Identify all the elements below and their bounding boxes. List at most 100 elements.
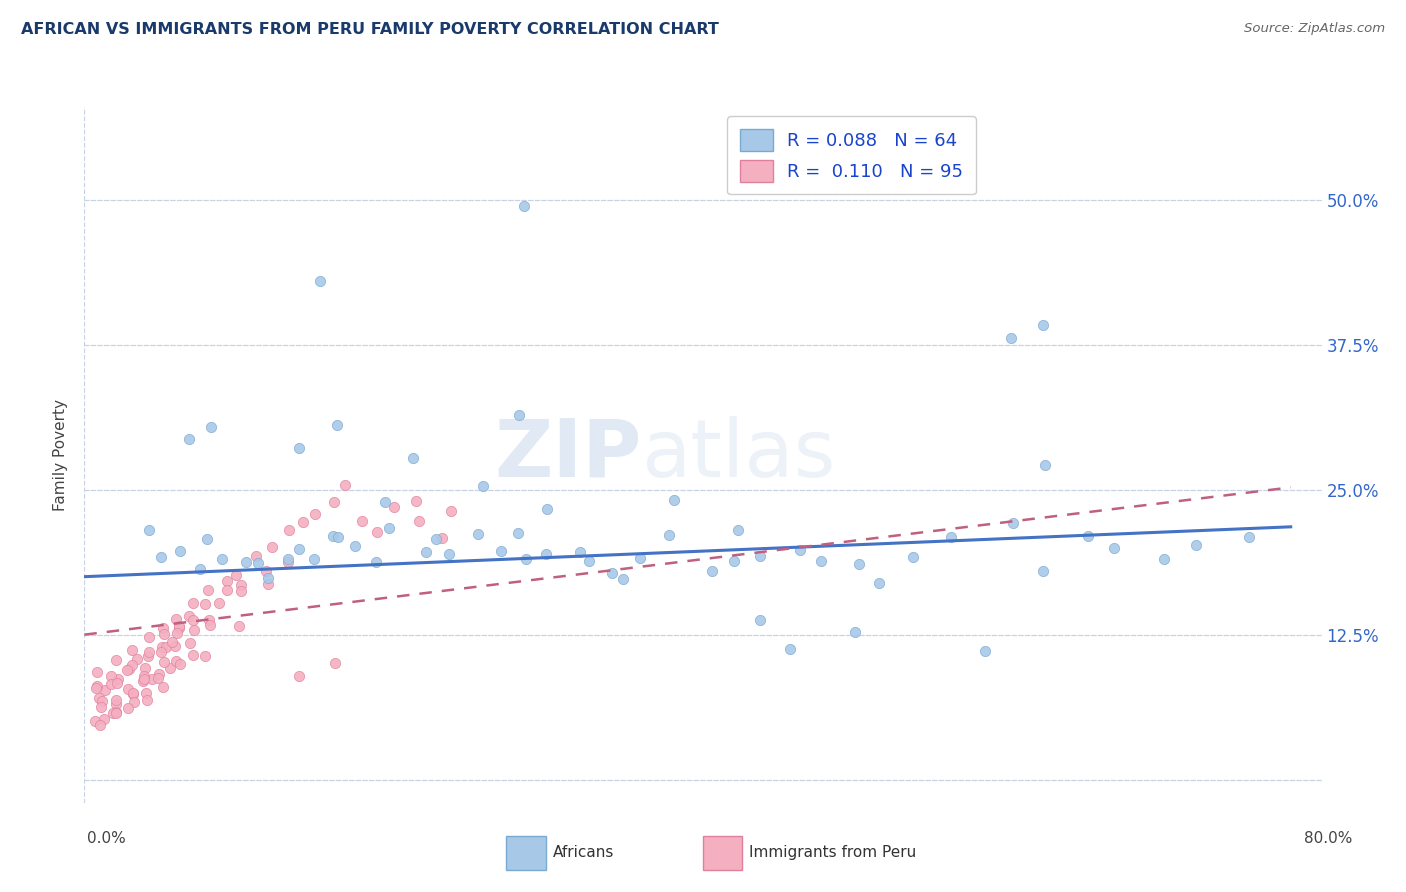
Point <box>179 432 201 446</box>
Point <box>197 583 219 598</box>
Point <box>148 667 170 681</box>
Point <box>1237 530 1260 544</box>
Point <box>328 530 350 544</box>
Point <box>198 614 221 628</box>
Point <box>183 623 205 637</box>
Point <box>245 549 267 564</box>
Point <box>506 526 529 541</box>
Point <box>1077 528 1099 542</box>
Text: Source: ZipAtlas.com: Source: ZipAtlas.com <box>1244 22 1385 36</box>
Point <box>235 555 257 569</box>
Point <box>578 554 600 568</box>
Point <box>169 621 191 635</box>
Point <box>211 552 233 566</box>
Text: ZIP: ZIP <box>494 416 641 494</box>
Point <box>198 617 221 632</box>
Point <box>83 714 105 728</box>
Point <box>107 672 129 686</box>
Point <box>115 664 138 678</box>
Point <box>333 477 356 491</box>
Point <box>153 627 176 641</box>
Point <box>90 700 112 714</box>
Point <box>136 693 159 707</box>
Point <box>628 550 651 565</box>
Point <box>260 540 283 554</box>
Point <box>309 274 332 288</box>
Point <box>200 420 222 434</box>
Point <box>1102 541 1125 555</box>
Point <box>87 691 110 706</box>
Point <box>534 547 557 561</box>
Point <box>169 544 191 558</box>
Point <box>152 621 174 635</box>
Point <box>228 619 250 633</box>
Point <box>325 418 347 433</box>
Point <box>229 583 252 598</box>
Point <box>162 635 184 649</box>
Point <box>152 680 174 694</box>
Point <box>121 643 143 657</box>
Point <box>304 507 326 521</box>
Point <box>132 673 155 688</box>
Point <box>166 626 188 640</box>
Point <box>364 555 387 569</box>
Point <box>568 545 591 559</box>
Point <box>1002 516 1025 530</box>
Point <box>425 532 447 546</box>
Point <box>166 612 188 626</box>
Point <box>117 682 139 697</box>
Point <box>103 706 125 720</box>
Point <box>188 562 211 576</box>
Point <box>179 636 201 650</box>
Point <box>195 532 218 546</box>
Point <box>105 693 128 707</box>
Point <box>149 645 172 659</box>
Point <box>374 494 396 508</box>
Point <box>748 613 770 627</box>
Point <box>117 701 139 715</box>
Point <box>150 640 173 654</box>
Point <box>138 523 160 537</box>
Point <box>256 577 278 591</box>
Point <box>89 717 111 731</box>
Point <box>779 642 801 657</box>
Text: 0.0%: 0.0% <box>87 831 127 847</box>
Point <box>323 495 346 509</box>
Point <box>302 551 325 566</box>
Point <box>121 687 143 701</box>
Point <box>225 567 247 582</box>
Point <box>177 609 200 624</box>
Text: 80.0%: 80.0% <box>1305 831 1353 847</box>
Point <box>165 654 187 668</box>
Point <box>152 655 174 669</box>
Point <box>155 640 177 654</box>
Point <box>810 554 832 568</box>
Point <box>432 531 454 545</box>
Point <box>1184 538 1206 552</box>
Point <box>343 539 366 553</box>
Point <box>93 683 115 698</box>
Point <box>229 578 252 592</box>
Point <box>181 596 204 610</box>
Point <box>181 613 204 627</box>
Point <box>378 520 401 534</box>
Point <box>247 556 270 570</box>
Point <box>132 669 155 683</box>
Point <box>489 543 512 558</box>
Point <box>215 583 238 598</box>
Point <box>749 549 772 563</box>
Point <box>208 596 231 610</box>
Point <box>93 713 115 727</box>
Point <box>86 665 108 679</box>
Point <box>600 566 623 581</box>
Point <box>415 545 437 559</box>
Point <box>136 649 159 664</box>
Point <box>215 574 238 588</box>
Point <box>84 681 107 696</box>
Point <box>277 551 299 566</box>
Point <box>105 675 128 690</box>
Point <box>121 658 143 673</box>
Point <box>536 502 558 516</box>
Point <box>194 648 217 663</box>
Point <box>138 630 160 644</box>
